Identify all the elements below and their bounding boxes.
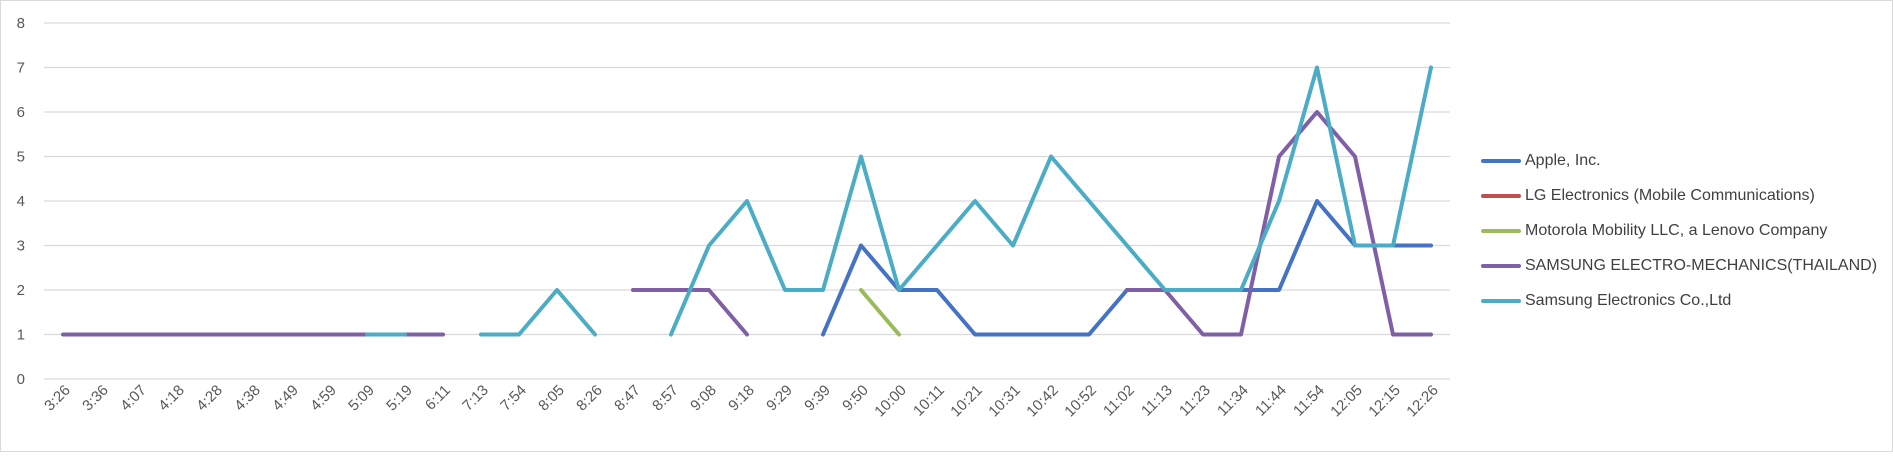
y-tick-label: 3	[17, 238, 25, 255]
x-tick-label: 5:09	[345, 382, 378, 415]
x-tick-label: 9:08	[687, 382, 720, 415]
series-line	[479, 288, 597, 337]
legend-label: Apple, Inc.	[1525, 151, 1601, 169]
x-tick-label: 4:38	[231, 382, 264, 415]
legend-label: LG Electronics (Mobile Communications)	[1525, 186, 1815, 204]
y-tick-label: 8	[17, 15, 25, 32]
legend-item: Samsung Electronics Co.,Ltd	[1481, 283, 1877, 318]
x-tick-label: 8:57	[649, 382, 682, 415]
x-tick-label: 7:13	[459, 382, 492, 415]
x-tick-label: 3:36	[79, 382, 112, 415]
x-tick-label: 9:29	[763, 382, 796, 415]
x-tick-label: 12:15	[1365, 382, 1404, 421]
series-line	[1125, 110, 1433, 337]
legend-swatch	[1481, 298, 1521, 303]
x-tick-label: 11:02	[1100, 382, 1138, 420]
legend-item: LG Electronics (Mobile Communications)	[1481, 178, 1877, 213]
x-tick-label: 10:31	[985, 382, 1024, 421]
series-line	[669, 65, 1433, 337]
legend: Apple, Inc. LG Electronics (Mobile Commun…	[1481, 143, 1877, 318]
x-tick-label: 4:28	[193, 382, 226, 415]
x-tick-label: 3:26	[41, 382, 74, 415]
x-tick-label: 11:44	[1252, 382, 1290, 420]
legend-swatch	[1481, 263, 1521, 268]
x-tick-label: 4:49	[269, 382, 302, 415]
x-tick-label: 10:11	[910, 382, 948, 420]
x-tick-label: 11:34	[1214, 382, 1252, 420]
x-tick-label: 10:42	[1023, 382, 1062, 421]
x-tick-label: 9:39	[801, 382, 834, 415]
x-tick-label: 4:07	[117, 382, 150, 415]
line-chart: 0 1 2 3 4 5 6 7 8 3:26 3:36 4:07 4:18 4:28 4:38 4:49 4:5…	[17, 15, 1450, 421]
x-tick-label: 9:18	[725, 382, 758, 415]
series-line	[631, 288, 749, 337]
x-tick-label: 8:47	[611, 382, 644, 415]
x-tick-label: 11:54	[1290, 382, 1328, 420]
x-tick-label: 5:19	[383, 382, 416, 415]
x-tick-label: 10:00	[871, 382, 910, 421]
x-tick-label: 9:50	[839, 382, 872, 415]
y-tick-label: 6	[17, 104, 25, 121]
y-tick-label: 7	[17, 60, 25, 77]
legend-swatch	[1481, 228, 1521, 233]
x-tick-label: 7:54	[497, 382, 530, 415]
x-tick-label: 10:21	[947, 382, 986, 421]
y-tick-label: 1	[17, 327, 25, 344]
legend-label: Motorola Mobility LLC, a Lenovo Company	[1525, 221, 1828, 239]
x-tick-label: 8:05	[535, 382, 568, 415]
x-tick-label: 6:11	[422, 382, 454, 414]
y-tick-label: 0	[17, 371, 25, 388]
x-tick-label: 4:59	[307, 382, 340, 415]
x-tick-label: 12:05	[1327, 382, 1366, 421]
x-tick-label: 11:23	[1176, 382, 1214, 420]
legend-swatch	[1481, 158, 1521, 163]
y-tick-label: 5	[17, 149, 25, 166]
legend-label: Samsung Electronics Co.,Ltd	[1525, 291, 1732, 309]
legend-label: SAMSUNG ELECTRO-MECHANICS(THAILAND)	[1525, 256, 1878, 274]
legend-swatch	[1481, 193, 1521, 198]
legend-item: Motorola Mobility LLC, a Lenovo Company	[1481, 213, 1877, 248]
x-tick-label: 4:18	[155, 382, 188, 415]
legend-item: Apple, Inc.	[1481, 143, 1877, 178]
x-tick-label: 10:52	[1061, 382, 1100, 421]
series-line	[821, 199, 1433, 337]
legend-item: SAMSUNG ELECTRO-MECHANICS(THAILAND)	[1481, 248, 1877, 283]
x-tick-label: 11:13	[1138, 382, 1176, 420]
x-tick-label: 12:26	[1403, 382, 1442, 421]
y-tick-label: 2	[17, 282, 25, 299]
y-tick-label: 4	[17, 193, 25, 210]
x-tick-label: 8:26	[573, 382, 606, 415]
series-line	[859, 288, 901, 337]
